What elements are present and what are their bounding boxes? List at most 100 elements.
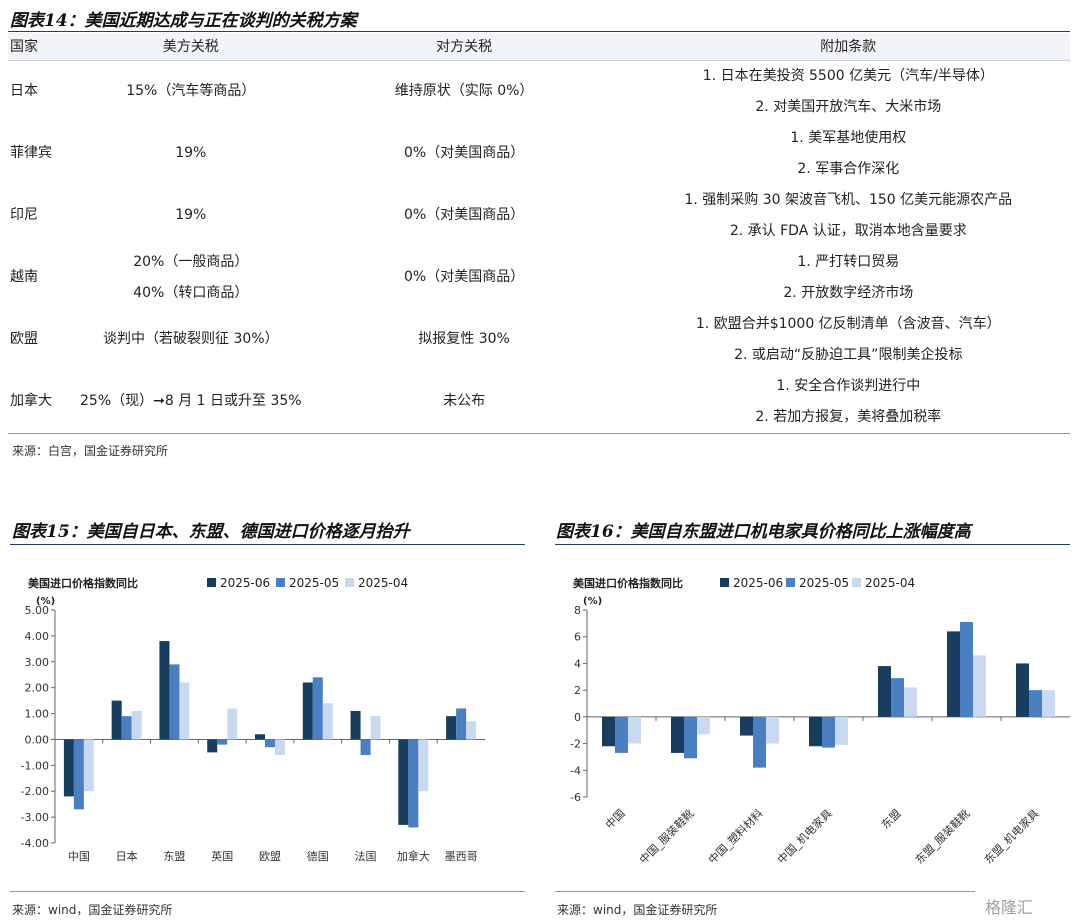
cell-terms-line: 1. 美军基地使用权	[790, 129, 907, 146]
bar	[370, 716, 381, 740]
legend-label: 2025-05	[289, 576, 339, 590]
legend-label: 2025-06	[220, 576, 270, 590]
bar	[418, 739, 429, 792]
table-bottom-rule	[8, 433, 1070, 434]
cell-terms: 1. 严打转口贸易 2. 开放数字经济市场	[627, 247, 1070, 309]
watermark-logo: 格隆汇	[985, 898, 1034, 917]
y-tick-label: 1.00	[25, 708, 50, 721]
cell-terms: 1. 欧盟合并$1000 亿反制清单（含波音、汽车） 2. 或启动“反胁迫工具”限…	[627, 309, 1070, 371]
y-tick-label: -1.00	[21, 759, 49, 772]
x-category-label: 东盟_服装鞋靴	[912, 806, 972, 866]
legend-label: 2025-05	[799, 576, 849, 590]
bar	[809, 716, 822, 747]
y-axis-unit: (%)	[36, 596, 55, 607]
legend-swatch	[345, 578, 354, 587]
cell-country-line: 印尼	[10, 207, 38, 223]
cell-terms-line: 2. 开放数字经济市场	[783, 284, 914, 301]
bar	[766, 716, 779, 744]
bar	[753, 716, 766, 768]
bar	[179, 682, 190, 740]
legend-label: 2025-04	[358, 576, 408, 590]
cell-other-tariff: 0%（对美国商品）	[302, 247, 627, 309]
cell-us-tariff-line: 40%（转口商品）	[133, 284, 249, 301]
y-tick-label: -4.00	[21, 837, 49, 850]
bar	[1042, 690, 1055, 717]
bar	[671, 716, 684, 753]
bar	[63, 739, 74, 797]
table-row: 欧盟 谈判中（若破裂则征 30%） 拟报复性 30% 1. 欧盟合并$1000 亿反制…	[8, 309, 1070, 371]
bar	[466, 721, 477, 740]
cell-country-line: 日本	[10, 83, 38, 99]
bar	[446, 716, 457, 740]
table-row: 印尼 19% 0%（对美国商品） 1. 强制采购 30 架波音飞机、150 亿美元能源…	[8, 185, 1070, 247]
cell-country: 印尼	[8, 185, 80, 247]
chart16-title-rule	[555, 544, 1070, 545]
cell-us-tariff: 谈判中（若破裂则征 30%）	[80, 309, 302, 371]
cell-terms-line: 2. 军事合作深化	[797, 160, 900, 177]
legend-swatch	[852, 578, 861, 587]
cell-country-line: 菲律宾	[10, 145, 52, 161]
cell-other-tariff: 维持原状（实际 0%）	[302, 60, 627, 123]
cell-us-tariff-line: 25%（现）➞8 月 1 日或升至 35%	[80, 393, 302, 409]
y-tick-label: 8	[574, 604, 581, 617]
cell-country: 加拿大	[8, 371, 80, 433]
bar	[904, 687, 917, 717]
table-header-row: 国家 美方关税 对方关税 附加条款	[8, 33, 1070, 61]
bar	[960, 622, 973, 717]
cell-other-tariff-line: 0%（对美国商品）	[403, 145, 525, 161]
cell-terms: 1. 美军基地使用权 2. 军事合作深化	[627, 123, 1070, 185]
cell-country-line: 欧盟	[10, 331, 38, 347]
bar	[169, 664, 180, 740]
x-category-label: 中国_塑料材料	[705, 806, 765, 866]
bar	[891, 678, 904, 717]
bar	[740, 716, 753, 736]
chart15-title: 图表15：美国自日本、东盟、德国进口价格逐月抬升	[12, 522, 410, 542]
bar	[456, 708, 467, 740]
y-tick-label: 4.00	[25, 630, 50, 643]
bar	[602, 716, 615, 747]
bar	[322, 703, 333, 740]
chart15-svg: 美国进口价格指数同比 (%) 2025-06 2025-05 2025-04 5.00 4.…	[21, 576, 485, 863]
y-tick-label: -2	[570, 738, 581, 751]
cell-terms-line: 1. 强制采购 30 架波音飞机、150 亿美元能源农产品	[684, 191, 1013, 208]
bar	[1016, 663, 1029, 717]
cell-us-tariff: 20%（一般商品） 40%（转口商品）	[80, 247, 302, 309]
chart16-bottom-rule	[555, 891, 975, 892]
chart15-source: 来源：wind，国金证券研究所	[12, 903, 173, 917]
x-category-label: 日本	[116, 849, 138, 863]
bar	[1029, 690, 1042, 717]
cell-country-line: 越南	[10, 269, 38, 285]
bar	[822, 716, 835, 748]
x-category-label: 法国	[355, 849, 377, 863]
cell-other-tariff-line: 维持原状（实际 0%）	[394, 83, 534, 99]
header-us-tariff: 美方关税	[80, 33, 302, 61]
cell-other-tariff-line: 未公布	[443, 393, 486, 409]
header-country: 国家	[8, 33, 80, 61]
chart15-title-rule	[10, 544, 525, 545]
y-tick-label: -4	[570, 764, 581, 777]
cell-us-tariff: 15%（汽车等商品）	[80, 60, 302, 123]
cell-us-tariff: 25%（现）➞8 月 1 日或升至 35%	[80, 371, 302, 433]
cell-other-tariff-line: 0%（对美国商品）	[403, 269, 525, 285]
bar	[275, 739, 285, 755]
chart15-bottom-rule	[10, 891, 525, 892]
bar	[83, 739, 94, 792]
legend-label: 2025-04	[865, 576, 915, 590]
chart16-title: 图表16：美国自东盟进口机电家具价格同比上涨幅度高	[556, 522, 971, 542]
cell-terms-line: 1. 欧盟合并$1000 亿反制清单（含波音、汽车）	[695, 315, 1001, 332]
y-tick-label: 2.00	[25, 682, 50, 695]
x-category-label: 英国	[211, 849, 233, 863]
cell-country: 越南	[8, 247, 80, 309]
legend-swatch	[207, 578, 216, 587]
table-title: 图表14：美国近期达成与正在谈判的关税方案	[10, 11, 357, 31]
y-axis-label: 美国进口价格指数同比	[28, 576, 138, 590]
cell-us-tariff-line: 谈判中（若破裂则征 30%）	[103, 331, 279, 347]
x-category-label: 德国	[307, 849, 329, 863]
table-row: 日本 15%（汽车等商品） 维持原状（实际 0%） 1. 日本在美投资 5500 亿美…	[8, 60, 1070, 123]
bar	[360, 739, 371, 755]
y-tick-label: 2	[574, 684, 581, 697]
bar	[350, 710, 361, 740]
table-source: 来源：白宫，国金证券研究所	[12, 444, 169, 458]
cell-terms: 1. 强制采购 30 架波音飞机、150 亿美元能源农产品 2. 承认 FDA 认…	[627, 185, 1070, 247]
x-category-label: 东盟	[879, 807, 904, 832]
